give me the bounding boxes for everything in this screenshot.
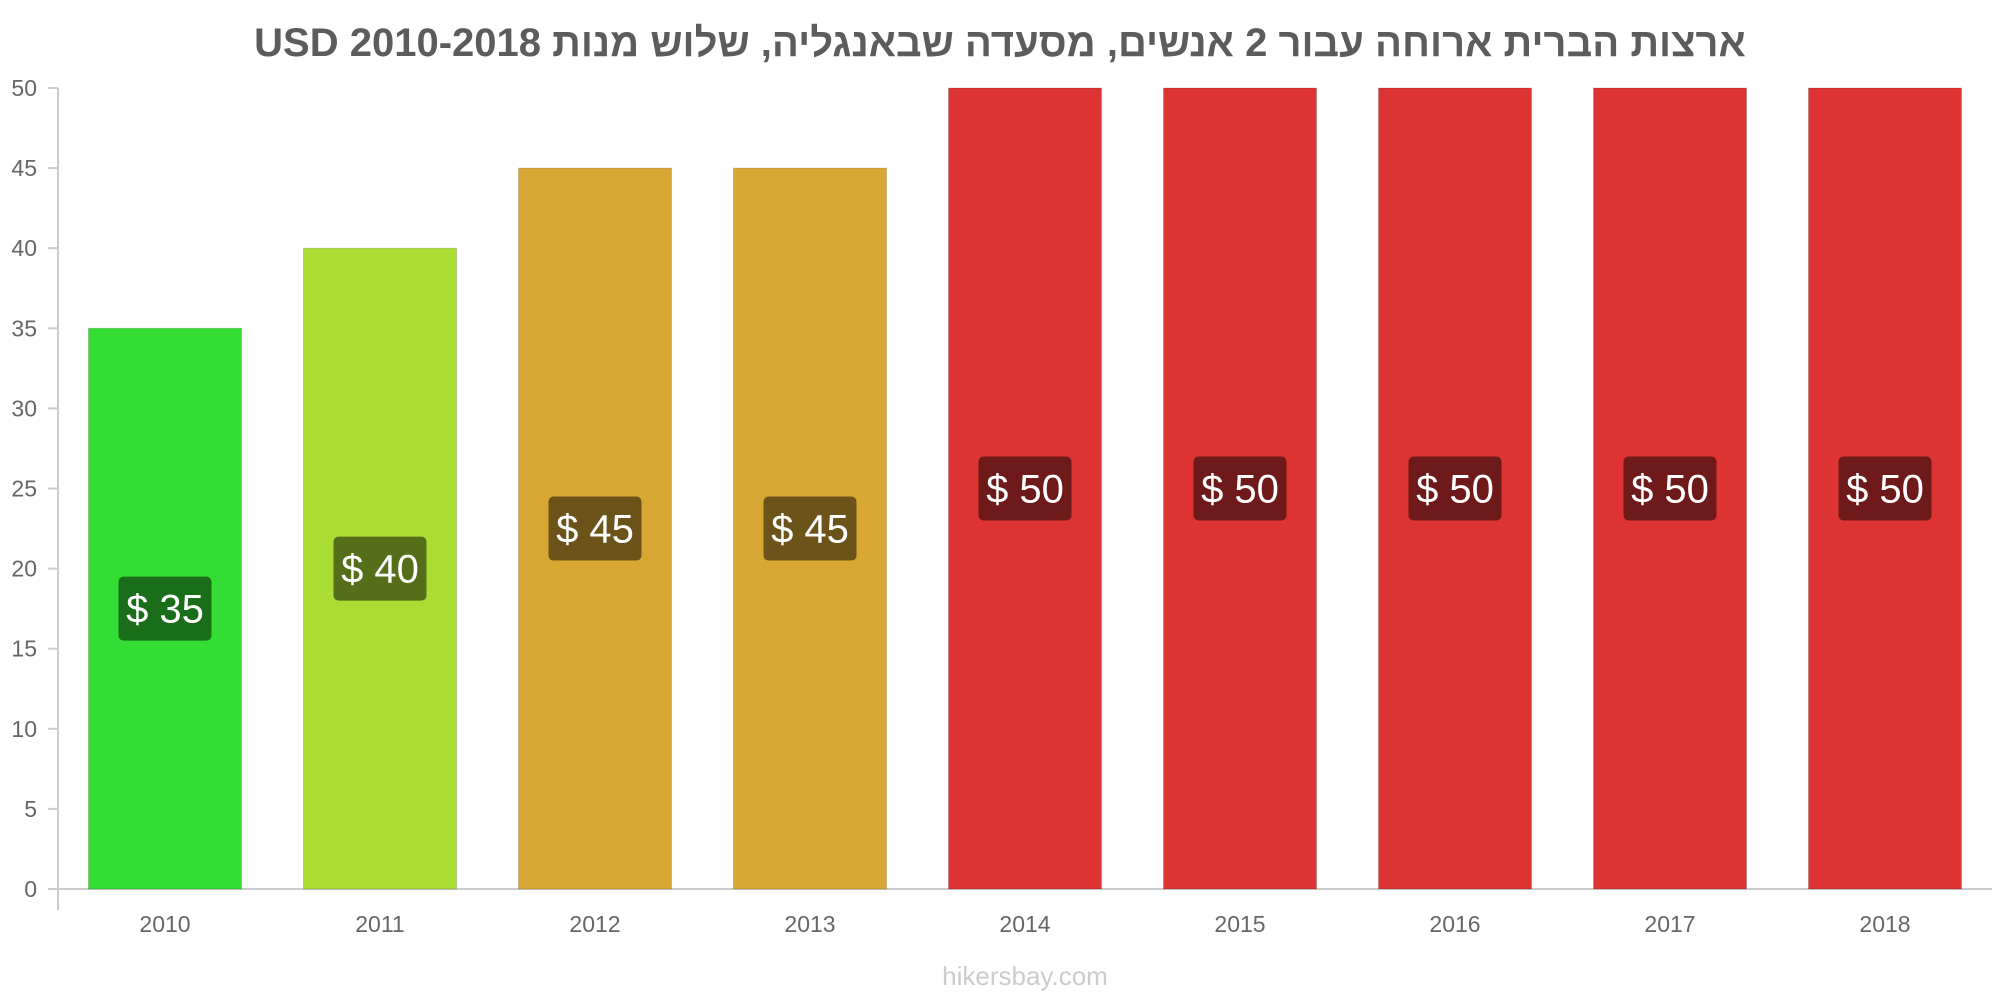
y-tick-label: 35 <box>11 315 37 341</box>
y-axis-ticks: 0 5 10 15 20 25 30 35 40 45 50 <box>11 75 58 902</box>
value-label: $ 50 <box>1846 468 1924 512</box>
y-tick-label: 15 <box>11 636 37 662</box>
value-label-box <box>333 536 427 601</box>
value-label: $ 45 <box>771 508 849 552</box>
x-tick-label: 2014 <box>999 911 1050 937</box>
value-label-box <box>978 456 1072 521</box>
value-label-box <box>1408 456 1502 521</box>
y-tick-label: 40 <box>11 235 37 261</box>
value-label-box <box>548 496 642 561</box>
x-tick-label: 2018 <box>1859 911 1910 937</box>
value-label-box <box>118 576 212 641</box>
y-tick-label: 30 <box>11 395 37 421</box>
chart-title: ארצות הברית ארוחה עבור 2 אנשים, מסעדה שב… <box>254 21 1746 65</box>
value-label-box <box>763 496 857 561</box>
value-label-box <box>1838 456 1932 521</box>
value-label-box <box>1623 456 1717 521</box>
value-label-box <box>1193 456 1287 521</box>
x-tick-label: 2012 <box>569 911 620 937</box>
x-tick-label: 2013 <box>784 911 835 937</box>
y-tick-label: 25 <box>11 476 37 502</box>
x-axis-ticks: 2010 2011 2012 2013 2014 2015 2016 2017 2018 <box>139 911 1910 937</box>
y-tick-label: 5 <box>24 796 37 822</box>
y-tick-label: 10 <box>11 716 37 742</box>
x-tick-label: 2011 <box>355 911 404 937</box>
value-label: $ 35 <box>126 588 204 632</box>
value-label: $ 50 <box>986 468 1064 512</box>
y-tick-label: 50 <box>11 75 37 101</box>
y-tick-label: 0 <box>24 876 37 902</box>
value-label: $ 50 <box>1631 468 1709 512</box>
x-tick-label: 2017 <box>1644 911 1695 937</box>
value-label: $ 45 <box>556 508 634 552</box>
value-label: $ 40 <box>341 548 419 592</box>
x-tick-label: 2015 <box>1214 911 1265 937</box>
y-tick-label: 45 <box>11 155 37 181</box>
source-watermark: hikersbay.com <box>942 961 1108 991</box>
value-label: $ 50 <box>1416 468 1494 512</box>
y-tick-label: 20 <box>11 556 37 582</box>
x-tick-label: 2010 <box>139 911 190 937</box>
x-tick-label: 2016 <box>1429 911 1480 937</box>
value-label: $ 50 <box>1201 468 1279 512</box>
value-labels: $ 35 $ 40 $ 45 $ 45 $ 50 $ 50 $ 50 $ 50 $ 50 <box>118 456 1932 641</box>
